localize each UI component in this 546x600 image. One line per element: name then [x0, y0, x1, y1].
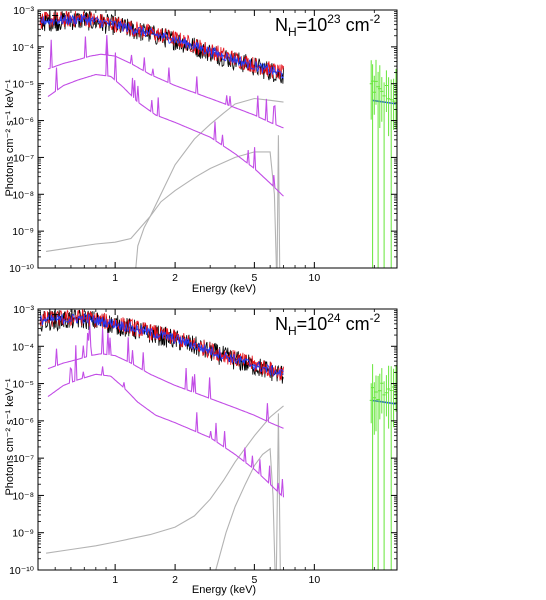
- y-tick-label: 10⁻³: [13, 5, 34, 17]
- curves-layer: [39, 10, 397, 268]
- model-curve-magenta-2: [47, 345, 285, 498]
- axes-frame: [37, 9, 398, 269]
- data-point-green: [387, 77, 391, 137]
- top-panel: Energy (keV) Photons cm⁻² s⁻¹ keV⁻¹ NH=1…: [4, 5, 398, 295]
- data-point-green: [374, 375, 378, 432]
- y-tick-label: 10⁻⁷: [13, 152, 34, 164]
- data-spectrum-red: [39, 10, 284, 80]
- y-axis-title: Photons cm⁻² s⁻¹ keV⁻¹: [4, 79, 16, 196]
- data-error-cross: [52, 10, 59, 29]
- nh-annotation: NH=1023 cm-2: [275, 12, 381, 39]
- x-tick-label: 2: [172, 272, 178, 284]
- data-point-green: [384, 375, 388, 417]
- data-point-green: [376, 71, 380, 268]
- data-point-green: [394, 68, 397, 130]
- x-tick-label: 10: [308, 272, 320, 284]
- x-tick-label: 2: [172, 574, 178, 586]
- y-tick-label: 10⁻³: [13, 304, 34, 316]
- data-error-cross: [46, 309, 53, 321]
- data-point-green: [389, 366, 393, 570]
- data-point-green: [372, 382, 376, 435]
- x-axis-title: Energy (keV): [192, 283, 256, 295]
- data-spectrum-blue: [39, 14, 284, 80]
- data-point-green: [378, 373, 382, 420]
- data-point-green: [382, 82, 386, 268]
- bottom-panel: Energy (keV) Photons cm⁻² s⁻¹ keV⁻¹ NH=1…: [4, 304, 398, 596]
- x-tick-label: 5: [251, 272, 257, 284]
- x-tick-label: 1: [112, 574, 118, 586]
- x-tick-label: 1: [112, 272, 118, 284]
- nh-annotation: NH=1024 cm-2: [275, 311, 381, 338]
- plot-area: [37, 9, 398, 269]
- x-axis-title: Energy (keV): [192, 584, 256, 596]
- x-tick-label: 5: [251, 574, 257, 586]
- y-tick-label: 10⁻⁷: [13, 453, 34, 465]
- y-tick-label: 10⁻⁴: [12, 341, 34, 353]
- model-curve-magenta-1: [47, 322, 284, 429]
- data-point-green: [380, 77, 384, 122]
- model-curve-gray-3: [276, 135, 281, 268]
- data-point-green: [380, 368, 384, 414]
- y-tick-label: 10⁻⁸: [12, 490, 34, 502]
- y-tick-label: 10⁻⁴: [12, 42, 34, 54]
- data-point-green: [371, 364, 375, 570]
- model-curve-gray-2: [135, 151, 277, 268]
- data-point-green: [382, 381, 386, 570]
- y-tick-label: 10⁻¹⁰: [9, 565, 35, 577]
- y-tick-label: 10⁻⁵: [12, 79, 34, 91]
- data-error-cross: [46, 10, 53, 22]
- model-curve-gray-1: [46, 405, 284, 554]
- plot-area: [37, 308, 398, 571]
- data-point-green: [378, 65, 382, 128]
- data-error-cross: [52, 309, 59, 328]
- data-point-green: [371, 64, 375, 268]
- model-curve-magenta-1: [47, 35, 284, 129]
- data-point-green: [392, 368, 396, 428]
- y-tick-label: 10⁻¹⁰: [9, 263, 35, 275]
- model-curve-magenta-2: [47, 43, 284, 197]
- data-point-green: [384, 70, 388, 112]
- y-tick-label: 10⁻⁹: [12, 528, 34, 540]
- data-point-green: [376, 375, 380, 570]
- y-tick-label: 10⁻⁵: [12, 379, 34, 391]
- data-point-green: [392, 78, 396, 130]
- model-curve-gray-3: [275, 413, 281, 570]
- data-point-green: [374, 59, 378, 105]
- curves-layer: [39, 309, 397, 570]
- data-point-green: [389, 79, 393, 268]
- y-tick-label: 10⁻⁶: [12, 416, 34, 428]
- y-tick-label: 10⁻⁹: [12, 226, 34, 238]
- y-axis-title: Photons cm⁻² s⁻¹ keV⁻¹: [4, 378, 16, 495]
- x-tick-label: 10: [308, 574, 320, 586]
- y-tick-label: 10⁻⁶: [12, 116, 34, 128]
- model-curve-gray-1: [46, 97, 284, 252]
- y-tick-label: 10⁻⁸: [12, 189, 34, 201]
- model-curve-gray-2: [215, 447, 276, 570]
- data-point-green: [387, 365, 391, 429]
- data-point-green: [372, 75, 376, 115]
- data-spectrum-blue: [39, 313, 284, 377]
- axes-frame: [37, 308, 398, 571]
